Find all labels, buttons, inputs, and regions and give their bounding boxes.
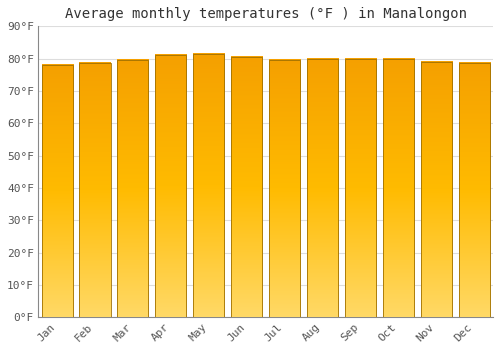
Bar <box>193 54 224 317</box>
Bar <box>80 63 110 317</box>
Bar <box>156 55 186 317</box>
Bar <box>382 59 414 317</box>
Bar <box>307 59 338 317</box>
Title: Average monthly temperatures (°F ) in Manalongon: Average monthly temperatures (°F ) in Ma… <box>64 7 466 21</box>
Bar <box>345 59 376 317</box>
Bar <box>458 63 490 317</box>
Bar <box>118 60 148 317</box>
Bar <box>420 62 452 317</box>
Bar <box>269 60 300 317</box>
Bar <box>42 65 72 317</box>
Bar <box>231 57 262 317</box>
